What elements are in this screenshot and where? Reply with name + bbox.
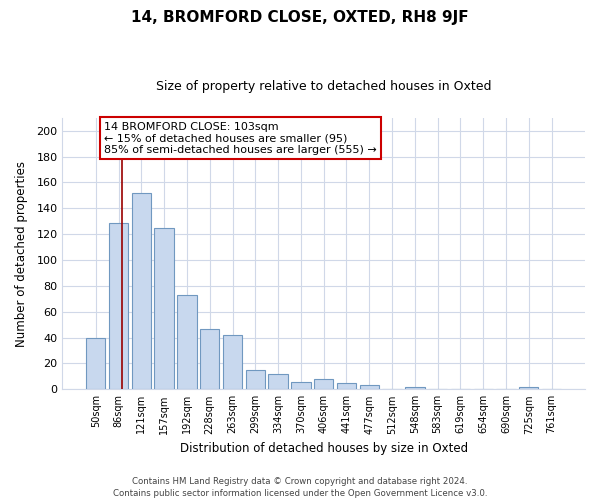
Bar — [405, 386, 425, 390]
Bar — [268, 374, 288, 390]
Bar — [359, 386, 379, 390]
Bar — [177, 295, 197, 390]
Title: Size of property relative to detached houses in Oxted: Size of property relative to detached ho… — [156, 80, 491, 93]
Bar — [337, 383, 356, 390]
Bar — [519, 386, 538, 390]
Bar — [154, 228, 174, 390]
Text: Contains HM Land Registry data © Crown copyright and database right 2024.
Contai: Contains HM Land Registry data © Crown c… — [113, 476, 487, 498]
Bar — [109, 222, 128, 390]
Text: 14 BROMFORD CLOSE: 103sqm
← 15% of detached houses are smaller (95)
85% of semi-: 14 BROMFORD CLOSE: 103sqm ← 15% of detac… — [104, 122, 377, 155]
X-axis label: Distribution of detached houses by size in Oxted: Distribution of detached houses by size … — [179, 442, 468, 455]
Bar — [86, 338, 106, 390]
Bar — [200, 328, 220, 390]
Y-axis label: Number of detached properties: Number of detached properties — [15, 160, 28, 346]
Bar — [314, 379, 334, 390]
Bar — [291, 382, 311, 390]
Bar — [245, 370, 265, 390]
Bar — [131, 193, 151, 390]
Bar — [223, 335, 242, 390]
Text: 14, BROMFORD CLOSE, OXTED, RH8 9JF: 14, BROMFORD CLOSE, OXTED, RH8 9JF — [131, 10, 469, 25]
